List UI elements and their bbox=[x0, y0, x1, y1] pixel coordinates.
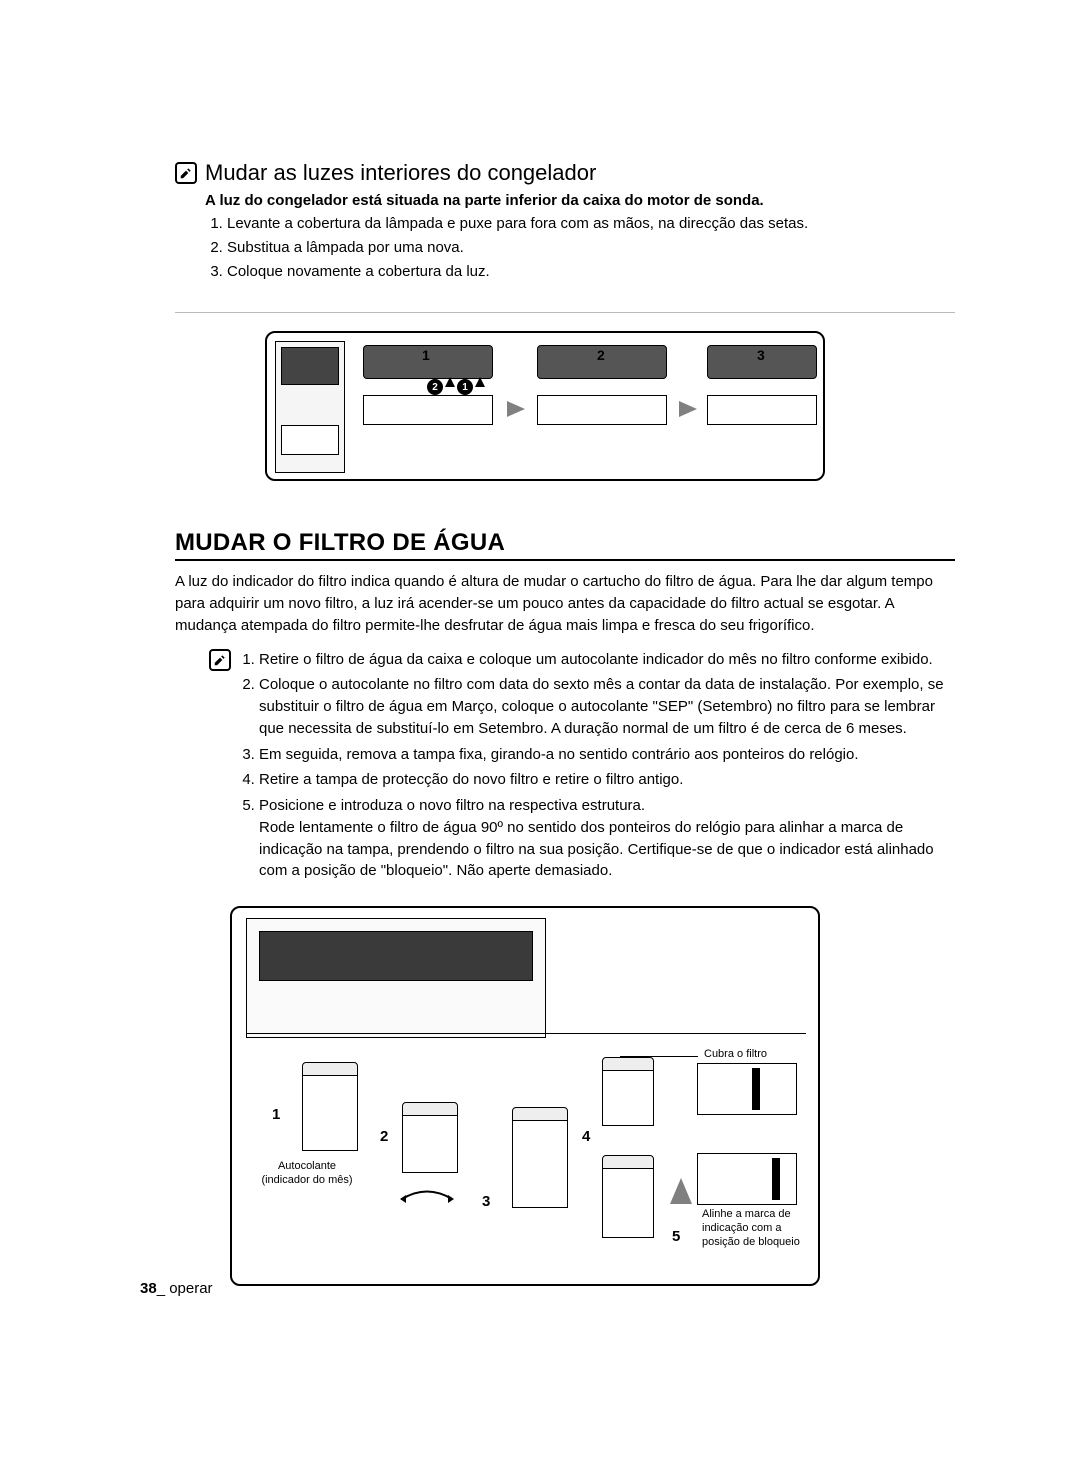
list-item: Levante a cobertura da lâmpada e puxe pa… bbox=[227, 213, 955, 235]
section1-intro: A luz do congelador está situada na part… bbox=[205, 192, 955, 209]
arrow-right-icon bbox=[679, 401, 697, 417]
diagram-number: 3 bbox=[482, 1193, 490, 1210]
note-icon bbox=[175, 162, 197, 184]
section1-header: Mudar as luzes interiores do congelador bbox=[175, 160, 955, 186]
diagram-number: 1 bbox=[422, 347, 430, 363]
list-item: Coloque novamente a cobertura da luz. bbox=[227, 261, 955, 283]
diagram-number: 4 bbox=[582, 1128, 590, 1145]
diagram-label: Alinhe a marca de indicação com a posiçã… bbox=[702, 1208, 812, 1249]
diagram-circled: 2 bbox=[427, 379, 443, 395]
section2-heading: MUDAR O FILTRO DE ÁGUA bbox=[175, 529, 955, 561]
diagram-number: 2 bbox=[597, 347, 605, 363]
diagram-number: 1 bbox=[272, 1106, 280, 1123]
diagram-number: 2 bbox=[380, 1128, 388, 1145]
section2-steps: Retire o filtro de água da caixa e coloq… bbox=[241, 649, 955, 887]
list-item: Em seguida, remova a tampa fixa, girando… bbox=[259, 744, 955, 766]
arrow-right-icon bbox=[507, 401, 525, 417]
diagram-label: Autocolante (indicador do mês) bbox=[252, 1160, 362, 1188]
rotate-arrow-icon bbox=[392, 1188, 462, 1210]
list-item: Retire a tampa de protecção do novo filt… bbox=[259, 769, 955, 791]
section1-steps: Levante a cobertura da lâmpada e puxe pa… bbox=[227, 213, 955, 282]
list-item: Coloque o autocolante no filtro com data… bbox=[259, 674, 955, 739]
diagram-number: 3 bbox=[757, 347, 765, 363]
list-item: Substitua a lâmpada por uma nova. bbox=[227, 237, 955, 259]
page-content: Mudar as luzes interiores do congelador … bbox=[175, 160, 955, 1286]
list-item: Posicione e introduza o novo filtro na r… bbox=[259, 795, 955, 882]
page-number: 38 bbox=[140, 1280, 157, 1297]
up-arrow-icon bbox=[670, 1178, 692, 1204]
section2-note-row: Retire o filtro de água da caixa e coloq… bbox=[175, 649, 955, 887]
section2-paragraph: A luz do indicador do filtro indica quan… bbox=[175, 571, 955, 636]
footer-section: _ operar bbox=[157, 1280, 213, 1297]
diagram-circled: 1 bbox=[457, 379, 473, 395]
diagram-label: Cubra o filtro bbox=[704, 1048, 767, 1062]
list-item: Retire o filtro de água da caixa e coloq… bbox=[259, 649, 955, 671]
divider bbox=[175, 312, 955, 313]
page-footer: 38_ operar bbox=[140, 1280, 213, 1297]
diagram-freezer-light: 1 2 1 2 3 bbox=[265, 331, 825, 481]
diagram-number: 5 bbox=[672, 1228, 680, 1245]
diagram-water-filter: 1 2 3 4 5 Cubra o filtro Autocolante (in… bbox=[230, 906, 820, 1286]
section1-title: Mudar as luzes interiores do congelador bbox=[205, 160, 596, 186]
note-icon bbox=[209, 649, 231, 671]
